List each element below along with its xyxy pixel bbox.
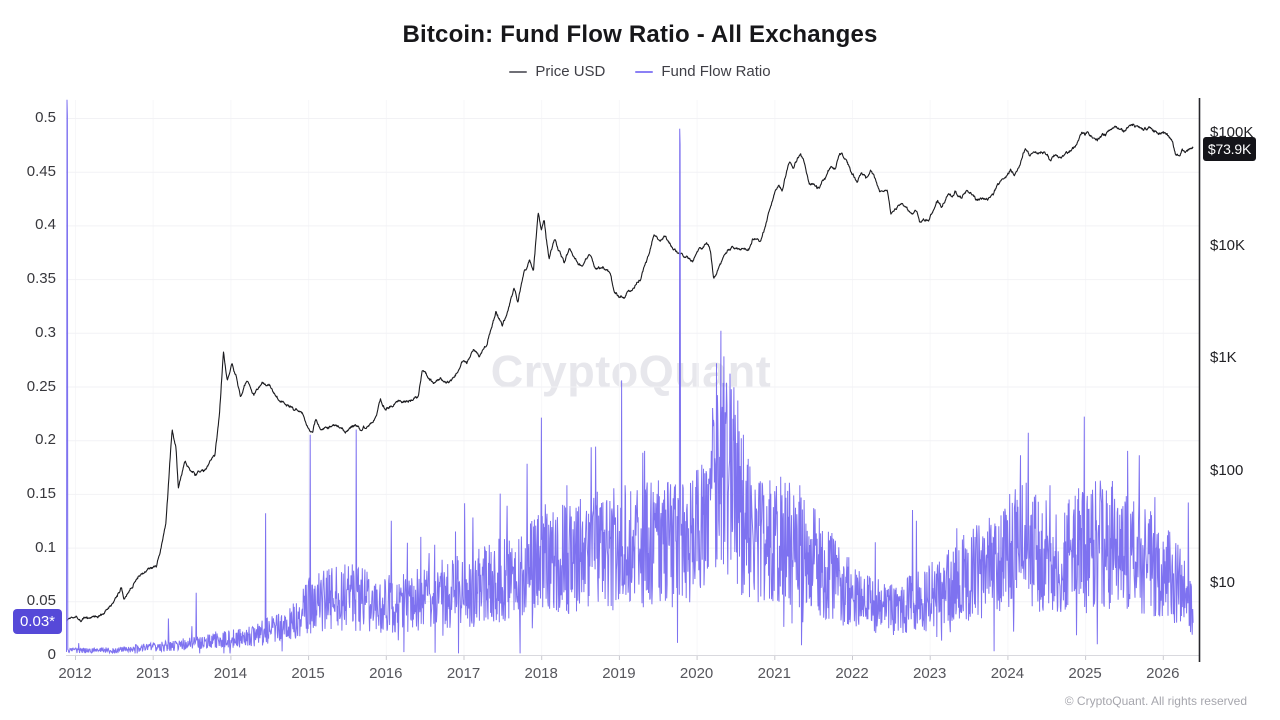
price-last-value-badge: $73.9K [1203,137,1256,161]
legend-label-ratio: Fund Flow Ratio [661,63,771,80]
fund-flow-ratio-line [66,99,1194,655]
legend-item-ratio[interactable]: Fund Flow Ratio [635,63,771,80]
legend: Price USD Fund Flow Ratio [0,63,1280,80]
legend-label-price: Price USD [535,63,606,80]
axes [66,98,1201,662]
legend-item-price[interactable]: Price USD [509,63,605,80]
copyright-note: © CryptoQuant. All rights reserved [1064,694,1247,708]
page-title: Bitcoin: Fund Flow Ratio - All Exchanges [402,21,878,48]
price-line [66,123,1194,623]
price-line-swatch [509,70,528,73]
ratio-last-value-badge: 0.03* [13,609,62,634]
ratio-line-swatch [635,70,654,73]
